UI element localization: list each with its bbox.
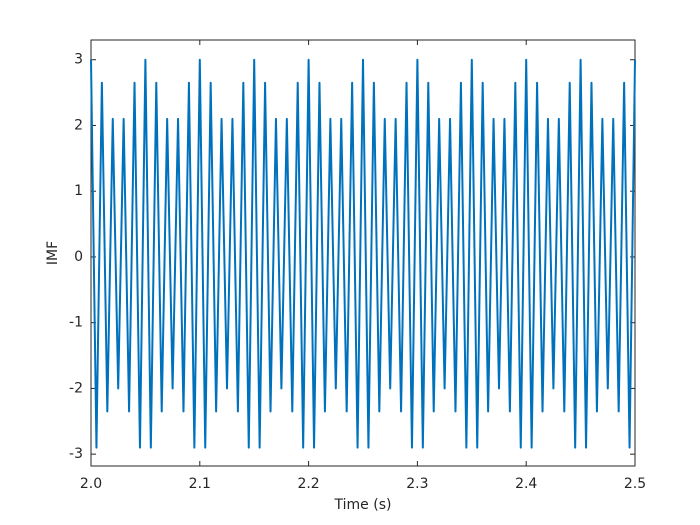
x-tick-label: 2.0	[80, 476, 102, 492]
x-tick-label: 2.5	[624, 476, 646, 492]
y-axis-label: IMF	[45, 241, 61, 265]
y-tick-label: 0	[74, 249, 83, 265]
y-tick-label: -3	[69, 446, 83, 462]
x-tick-label: 2.2	[297, 476, 319, 492]
x-tick-label: 2.1	[189, 476, 211, 492]
data-line	[90, 58, 636, 449]
y-tick-label: -1	[69, 315, 83, 331]
x-tick-label: 2.4	[515, 476, 537, 492]
y-tick-label: 1	[74, 183, 83, 199]
y-tick-label: 2	[74, 117, 83, 133]
y-tick-label: -2	[69, 380, 83, 396]
y-tick-label: 3	[74, 52, 83, 68]
x-axis-label: Time (s)	[334, 497, 392, 513]
x-tick-label: 2.3	[406, 476, 428, 492]
